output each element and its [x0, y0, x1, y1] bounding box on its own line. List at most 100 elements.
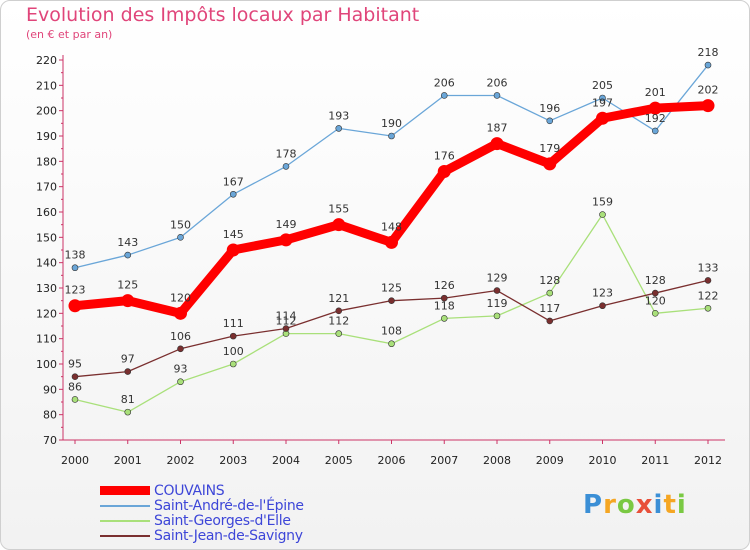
data-label: 133	[698, 261, 719, 274]
data-point	[388, 297, 395, 304]
data-point	[437, 164, 451, 178]
y-tick-label: 210	[36, 79, 57, 92]
data-label: 97	[121, 353, 135, 366]
data-label: 128	[539, 274, 560, 287]
data-label: 187	[487, 122, 508, 135]
data-point	[177, 234, 184, 241]
data-label: 145	[223, 228, 244, 241]
data-point	[124, 368, 132, 375]
legend-label: Saint-Jean-de-Savigny	[154, 527, 303, 544]
data-point	[493, 312, 501, 320]
data-label: 123	[592, 287, 613, 300]
data-label: 143	[117, 236, 138, 249]
data-label: 123	[65, 284, 86, 297]
y-tick-label: 180	[36, 155, 57, 168]
data-point	[121, 294, 135, 308]
y-tick-label: 200	[36, 105, 57, 118]
data-point	[279, 233, 293, 247]
data-label: 81	[121, 393, 135, 406]
data-point	[651, 127, 659, 135]
data-point	[599, 302, 606, 310]
logo-letter: t	[663, 490, 677, 520]
x-tick-label: 2010	[589, 454, 617, 467]
data-point	[440, 315, 448, 322]
legend-item: Saint-Jean-de-Savigny	[100, 527, 420, 544]
y-tick-label: 130	[36, 282, 57, 295]
y-tick-label: 190	[36, 130, 57, 143]
data-point	[174, 306, 187, 320]
y-tick-label: 70	[43, 434, 57, 447]
data-label: 176	[434, 149, 455, 162]
x-tick-label: 2009	[536, 454, 564, 467]
data-point	[282, 325, 290, 332]
data-label: 206	[487, 76, 508, 89]
data-point	[388, 132, 395, 140]
data-point	[440, 294, 448, 302]
data-point	[177, 345, 184, 353]
data-point	[599, 211, 606, 218]
data-point	[493, 287, 501, 294]
x-tick-label: 2004	[272, 454, 300, 467]
y-tick-label: 140	[36, 257, 57, 270]
chart-title: Evolution des Impôts locaux par Habitant	[26, 4, 420, 26]
data-point	[599, 94, 606, 102]
logo-letter: o	[616, 490, 636, 520]
data-point	[648, 101, 662, 115]
data-point	[229, 190, 237, 198]
legend-swatch	[100, 486, 150, 495]
data-labels: 138 143 150 167 178 193 190 206 206 196 205 192 218 8…	[65, 46, 719, 406]
data-label: 100	[223, 345, 244, 358]
data-label: 149	[276, 218, 297, 231]
logo-letter: x	[635, 490, 654, 520]
legend: COUVAINS Saint-André-de-l'Épine Saint-Geor…	[100, 483, 420, 544]
data-label: 178	[276, 147, 297, 160]
x-tick-label: 2000	[61, 454, 89, 467]
x-tick-label: 2003	[219, 454, 247, 467]
data-label: 121	[328, 292, 349, 305]
legend-swatch	[100, 534, 150, 537]
logo-letter: i	[676, 490, 687, 520]
data-label: 126	[434, 279, 455, 292]
data-label: 190	[381, 117, 402, 130]
data-point	[651, 289, 659, 297]
data-label: 119	[487, 297, 508, 310]
y-tick-label: 120	[36, 307, 57, 320]
data-label: 129	[487, 272, 508, 285]
data-label: 106	[170, 330, 191, 343]
x-tick-label: 2001	[114, 454, 142, 467]
data-label: 111	[223, 317, 244, 330]
chart-axes: 7080901001101201301401501601701801902002…	[36, 54, 725, 467]
legend-item: COUVAINS	[100, 483, 420, 499]
data-point	[282, 163, 290, 170]
data-point	[177, 378, 184, 386]
data-point	[71, 264, 79, 272]
data-point	[546, 117, 554, 125]
data-point	[493, 92, 501, 99]
data-label: 205	[592, 79, 613, 92]
data-label: 193	[328, 109, 349, 122]
logo-letter: P	[583, 490, 604, 520]
data-label: 206	[434, 76, 455, 89]
data-point	[385, 235, 398, 249]
data-label: 167	[223, 175, 244, 188]
legend-item: Saint-Georges-d'Elle	[100, 513, 420, 529]
y-tick-label: 160	[36, 206, 57, 219]
data-point	[388, 340, 395, 348]
proxiti-logo: Proxiti	[583, 490, 687, 520]
data-label: 120	[645, 294, 666, 307]
data-label: 86	[68, 380, 82, 393]
data-point	[124, 408, 132, 416]
data-label: 192	[645, 112, 666, 125]
data-point	[546, 289, 554, 297]
y-tick-label: 110	[36, 333, 57, 346]
data-point	[440, 92, 448, 99]
x-tick-label: 2005	[325, 454, 353, 467]
data-label: 179	[539, 142, 560, 155]
legend-item: Saint-André-de-l'Épine	[100, 497, 420, 514]
data-label: 122	[698, 289, 719, 302]
legend-swatch	[100, 519, 150, 522]
legend-label: Saint-André-de-l'Épine	[154, 497, 304, 514]
y-tick-label: 150	[36, 231, 57, 244]
data-point	[226, 243, 240, 257]
data-label: 118	[434, 299, 455, 312]
